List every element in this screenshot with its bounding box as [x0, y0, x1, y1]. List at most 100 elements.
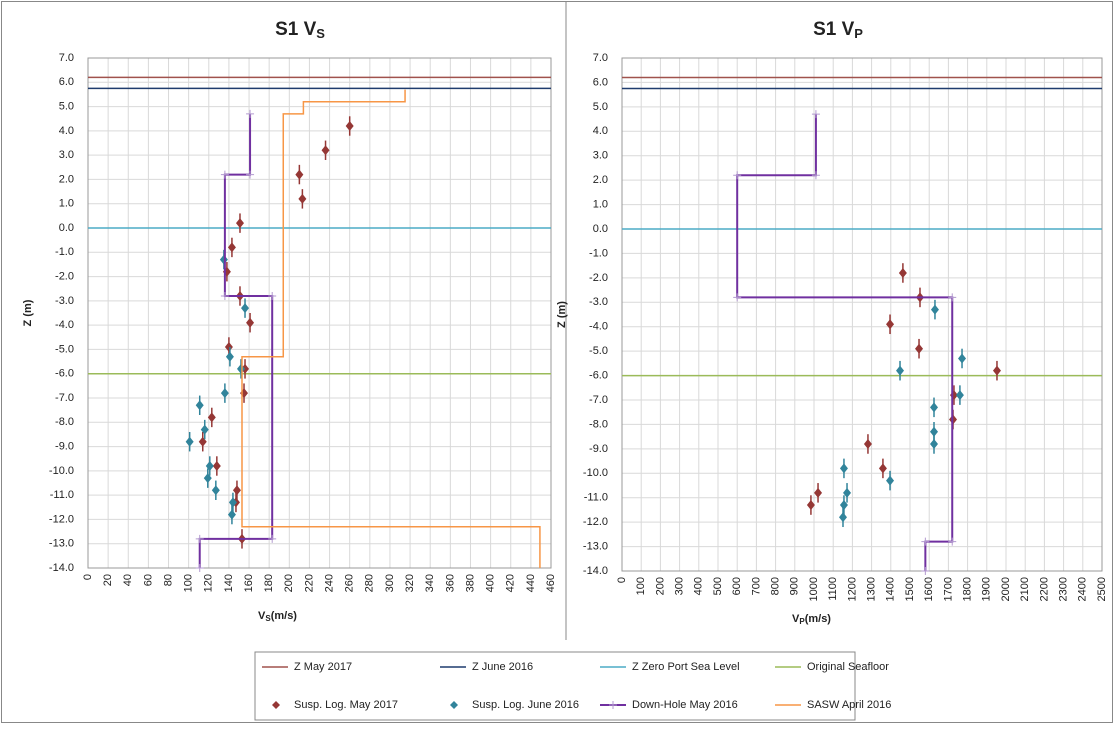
data-point: [241, 363, 250, 374]
x-tick-label: 300: [674, 577, 686, 595]
y-axis-label: Z (m): [556, 301, 568, 328]
data-point: [843, 487, 852, 498]
vertex-marker: [811, 110, 820, 119]
data-point: [241, 303, 250, 314]
data-point: [345, 121, 354, 131]
y-tick-label: 2.0: [593, 174, 608, 186]
x-label-text: V: [792, 613, 800, 625]
series-line: [241, 89, 541, 568]
x-tick-label: 80: [162, 574, 174, 586]
x-tick-label: 1500: [904, 577, 916, 601]
data-point: [958, 353, 967, 364]
x-label-subscript: P: [799, 617, 805, 626]
data-point: [898, 267, 907, 278]
x-tick-label: 280: [364, 574, 376, 592]
data-point: [227, 242, 236, 253]
x-tick-label: 60: [142, 574, 154, 586]
plot-frame: [87, 57, 552, 569]
y-axis-label: Z (m): [22, 299, 34, 326]
data-point: [955, 390, 964, 401]
data-point: [200, 424, 209, 435]
vertex-marker: [195, 564, 204, 572]
x-tick-label: 200: [283, 574, 295, 592]
x-tick-label: 0: [616, 577, 628, 583]
x-tick-label: 460: [545, 574, 557, 592]
vertex-marker: [948, 293, 957, 302]
x-tick-label: 2500: [1096, 577, 1108, 601]
legend-label: Susp. Log. May 2017: [294, 699, 398, 711]
y-tick-label: -9.0: [55, 440, 74, 452]
x-tick-label: 200: [654, 577, 666, 595]
data-point: [211, 485, 220, 496]
y-tick-label: -5.0: [589, 345, 608, 357]
data-point: [225, 351, 234, 362]
y-tick-label: -14.0: [49, 562, 74, 574]
y-tick-label: 7.0: [59, 52, 74, 64]
chart-title: S1 VS: [275, 19, 325, 41]
x-tick-label: 140: [223, 574, 235, 592]
data-point: [203, 473, 212, 484]
series-line: [736, 114, 954, 571]
y-tick-label: -2.0: [55, 270, 74, 282]
x-tick-label: 2200: [1038, 577, 1050, 601]
y-tick-label: -1.0: [589, 247, 608, 259]
x-label-text: V: [258, 610, 266, 622]
vertex-marker: [811, 171, 820, 180]
x-tick-label: 380: [464, 574, 476, 592]
x-tick-label: 100: [183, 574, 195, 592]
y-tick-label: -1.0: [55, 246, 74, 258]
series-line: [198, 113, 274, 568]
y-tick-label: 6.0: [593, 76, 608, 88]
y-tick-label: -8.0: [55, 416, 74, 428]
y-tick-label: 5.0: [59, 100, 74, 112]
y-tick-label: 6.0: [59, 76, 74, 88]
y-tick-label: -3.0: [55, 295, 74, 307]
data-point: [930, 402, 938, 413]
data-point: [896, 365, 905, 376]
y-tick-label: 1.0: [593, 198, 608, 210]
data-point: [246, 317, 255, 328]
x-tick-label: 1200: [846, 577, 858, 601]
y-tick-label: -7.0: [589, 394, 608, 406]
data-point: [236, 363, 245, 374]
data-point: [838, 512, 847, 523]
vertex-marker: [195, 534, 204, 543]
x-tick-label: 1900: [981, 577, 993, 601]
y-tick-label: -5.0: [55, 343, 74, 355]
x-tick-label: 900: [789, 577, 801, 595]
x-tick-label: 20: [102, 574, 114, 586]
data-point: [930, 304, 939, 315]
data-point: [930, 426, 938, 437]
x-tick-label: 400: [485, 574, 497, 592]
y-tick-label: 0.0: [593, 223, 608, 235]
vertex-marker: [246, 109, 255, 118]
legend-label: Susp. Log. June 2016: [472, 699, 579, 711]
title-subscript: P: [854, 26, 863, 41]
vertex-marker: [921, 537, 930, 546]
vertex-marker: [246, 170, 255, 179]
title-text: S1 V: [275, 19, 317, 40]
y-tick-label: -11.0: [584, 492, 608, 504]
y-tick-label: -11.0: [50, 489, 74, 501]
data-point: [930, 438, 938, 449]
data-point: [839, 463, 848, 474]
vertex-marker: [268, 534, 277, 543]
data-point: [321, 145, 330, 156]
x-tick-label: 220: [303, 574, 315, 592]
x-tick-label: 240: [323, 574, 335, 592]
y-tick-label: -2.0: [589, 272, 608, 284]
y-tick-label: -6.0: [55, 368, 74, 380]
x-tick-label: 160: [243, 574, 255, 592]
data-point: [806, 500, 815, 511]
y-tick-label: 5.0: [593, 101, 608, 113]
x-tick-label: 500: [712, 577, 724, 595]
data-point: [227, 509, 236, 520]
title-text: S1 V: [813, 19, 855, 40]
x-tick-label: 300: [384, 574, 396, 592]
data-point: [224, 342, 233, 352]
data-point: [886, 475, 895, 486]
title-subscript: S: [316, 26, 325, 41]
x-tick-label: 700: [750, 577, 762, 595]
y-tick-label: -13.0: [49, 538, 74, 550]
